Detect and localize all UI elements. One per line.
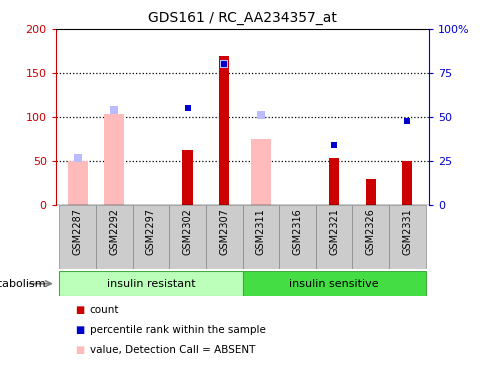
Bar bbox=[104, 115, 124, 205]
Text: percentile rank within the sample: percentile rank within the sample bbox=[90, 325, 265, 335]
Text: ■: ■ bbox=[75, 325, 84, 335]
Bar bbox=[242, 271, 424, 296]
Bar bbox=[68, 161, 88, 205]
Bar bbox=[365, 179, 375, 205]
Bar bbox=[60, 205, 96, 269]
Text: GSM2326: GSM2326 bbox=[365, 208, 375, 255]
Bar bbox=[169, 205, 206, 269]
Text: value, Detection Call = ABSENT: value, Detection Call = ABSENT bbox=[90, 346, 255, 355]
Bar bbox=[351, 205, 388, 269]
Text: insulin resistant: insulin resistant bbox=[106, 279, 195, 289]
Text: GSM2316: GSM2316 bbox=[292, 208, 302, 255]
Text: ■: ■ bbox=[75, 305, 84, 315]
Text: ■: ■ bbox=[75, 346, 84, 355]
Text: GSM2331: GSM2331 bbox=[401, 208, 411, 255]
Bar bbox=[278, 205, 315, 269]
Text: GDS161 / RC_AA234357_at: GDS161 / RC_AA234357_at bbox=[148, 11, 336, 25]
Text: insulin sensitive: insulin sensitive bbox=[288, 279, 378, 289]
Bar bbox=[60, 271, 242, 296]
Bar bbox=[250, 139, 271, 205]
Text: GSM2287: GSM2287 bbox=[73, 208, 83, 255]
Text: GSM2292: GSM2292 bbox=[109, 208, 119, 255]
Text: GSM2302: GSM2302 bbox=[182, 208, 192, 255]
Bar bbox=[388, 205, 424, 269]
Text: GSM2321: GSM2321 bbox=[328, 208, 338, 255]
Text: GSM2311: GSM2311 bbox=[255, 208, 265, 255]
Bar bbox=[242, 205, 278, 269]
Bar bbox=[315, 205, 351, 269]
Text: GSM2297: GSM2297 bbox=[146, 208, 156, 255]
Bar bbox=[133, 205, 169, 269]
Bar bbox=[206, 205, 242, 269]
Text: count: count bbox=[90, 305, 119, 315]
Bar bbox=[96, 205, 133, 269]
Bar bbox=[219, 56, 229, 205]
Text: GSM2307: GSM2307 bbox=[219, 208, 229, 255]
Bar bbox=[401, 161, 411, 205]
Bar bbox=[182, 150, 192, 205]
Text: metabolism: metabolism bbox=[0, 279, 46, 289]
Bar bbox=[328, 158, 338, 205]
